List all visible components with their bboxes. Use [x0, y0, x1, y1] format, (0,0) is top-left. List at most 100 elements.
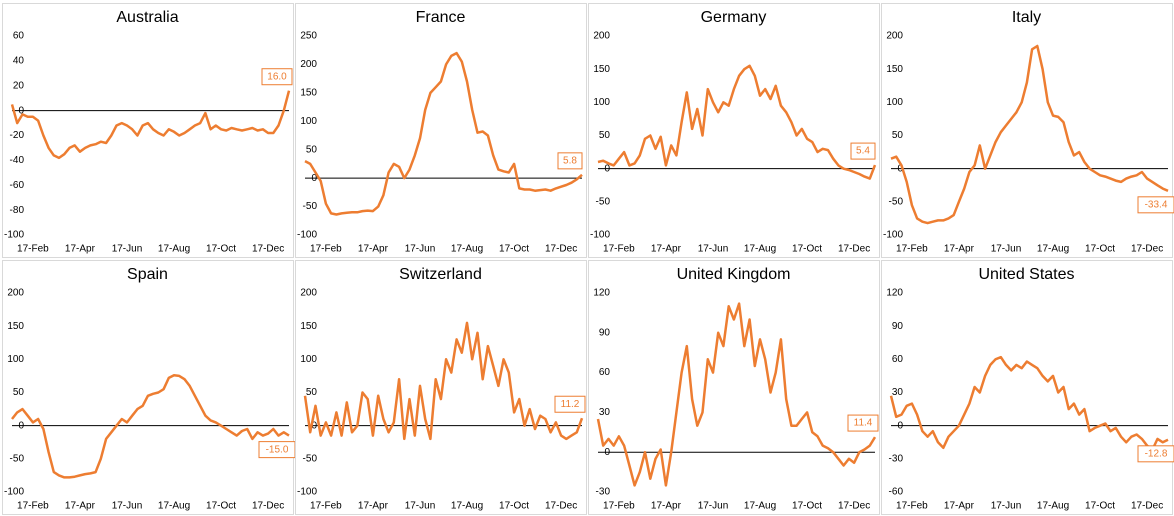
data-line — [890, 44, 1169, 225]
y-tick-label: -100 — [883, 230, 903, 241]
value-label-box — [847, 414, 879, 432]
panel-frame — [2, 3, 294, 258]
y-tick-label: -50 — [303, 453, 318, 464]
panel-title: Italy — [1012, 9, 1041, 26]
x-tick-label: 17-Jun — [991, 244, 1022, 255]
panel-frame — [881, 3, 1173, 258]
y-tick-label: -50 — [303, 201, 318, 212]
y-tick-label: 60 — [13, 31, 25, 42]
x-tick-label: 17-Feb — [17, 501, 49, 512]
x-tick-label: 17-Aug — [1037, 501, 1069, 512]
x-tick-label: 17-Aug — [1037, 244, 1069, 255]
panel-title: Switzerland — [399, 266, 482, 283]
y-tick-label: 60 — [599, 367, 611, 378]
panel-frame — [295, 3, 587, 258]
data-line — [889, 355, 1169, 452]
x-tick-label: 17-Aug — [451, 244, 483, 255]
y-tick-label: -100 — [4, 487, 24, 498]
y-tick-label: 90 — [892, 321, 904, 332]
y-tick-label: 50 — [306, 144, 318, 155]
x-tick-label: 17-Dec — [252, 244, 284, 255]
x-tick-label: 17-Dec — [252, 501, 284, 512]
panel-title: Australia — [116, 9, 178, 26]
x-tick-label: 17-Apr — [651, 244, 682, 255]
value-label: -15.0 — [266, 444, 289, 455]
x-tick-label: 17-Feb — [603, 244, 635, 255]
y-tick-label: -20 — [10, 130, 25, 141]
x-tick-label: 17-Dec — [838, 501, 870, 512]
value-label-box — [1137, 196, 1174, 214]
y-tick-label: 90 — [599, 327, 611, 338]
value-label: -12.8 — [1145, 448, 1168, 459]
value-label-box — [557, 152, 583, 170]
panel-title: Spain — [127, 266, 168, 283]
value-label-box — [1137, 445, 1174, 463]
y-tick-label: 200 — [300, 288, 317, 299]
x-tick-label: 17-Apr — [358, 244, 389, 255]
y-tick-label: 150 — [886, 64, 903, 75]
y-tick-label: -100 — [590, 230, 610, 241]
value-label: 11.2 — [561, 399, 580, 410]
x-tick-label: 17-Jun — [991, 501, 1022, 512]
x-tick-label: 17-Jun — [112, 244, 143, 255]
x-tick-label: 17-Oct — [792, 501, 822, 512]
x-tick-label: 17-Jun — [112, 501, 143, 512]
data-line — [10, 90, 291, 160]
x-tick-label: 17-Feb — [896, 244, 928, 255]
x-tick-label: 17-Oct — [1085, 244, 1115, 255]
y-tick-label: -60 — [10, 180, 25, 191]
panel-title: Germany — [701, 9, 767, 26]
x-tick-label: 17-Dec — [545, 501, 577, 512]
panel-frame — [881, 260, 1173, 515]
y-tick-label: -50 — [10, 453, 25, 464]
y-tick-label: 40 — [13, 56, 25, 67]
y-tick-label: 250 — [300, 31, 317, 42]
y-tick-label: 120 — [593, 288, 610, 299]
x-tick-label: 17-Oct — [499, 244, 529, 255]
x-tick-label: 17-Dec — [838, 244, 870, 255]
y-tick-label: -50 — [889, 196, 904, 207]
x-tick-label: 17-Apr — [944, 501, 975, 512]
y-tick-label: 50 — [306, 387, 318, 398]
y-tick-label: 50 — [599, 130, 611, 141]
panel-frame — [588, 260, 880, 515]
y-tick-label: -60 — [889, 487, 904, 498]
y-tick-label: 150 — [593, 64, 610, 75]
value-label-box — [261, 68, 293, 86]
x-tick-label: 17-Jun — [405, 501, 436, 512]
y-tick-label: -100 — [4, 230, 24, 241]
data-line — [596, 302, 877, 487]
y-tick-label: 50 — [13, 387, 25, 398]
x-tick-label: 17-Feb — [310, 244, 342, 255]
y-tick-label: 30 — [599, 407, 611, 418]
x-tick-label: 17-Feb — [310, 501, 342, 512]
y-tick-label: 100 — [886, 97, 903, 108]
x-tick-label: 17-Feb — [896, 501, 928, 512]
x-tick-label: 17-Oct — [1085, 501, 1115, 512]
panel-title: United Kingdom — [677, 266, 791, 283]
x-tick-label: 17-Oct — [792, 244, 822, 255]
value-label: 16.0 — [267, 71, 287, 82]
y-tick-label: 200 — [300, 59, 317, 70]
panel-title: France — [416, 9, 466, 26]
x-tick-label: 17-Apr — [944, 244, 975, 255]
y-tick-label: 100 — [300, 354, 317, 365]
x-tick-label: 17-Dec — [1131, 501, 1163, 512]
y-tick-label: 50 — [892, 130, 904, 141]
y-tick-label: 100 — [593, 97, 610, 108]
x-tick-label: 17-Aug — [158, 244, 190, 255]
y-tick-label: 100 — [300, 116, 317, 127]
y-tick-label: 150 — [300, 87, 317, 98]
value-label: 11.4 — [854, 418, 873, 429]
x-tick-label: 17-Aug — [451, 501, 483, 512]
x-tick-label: 17-Jun — [698, 501, 729, 512]
x-tick-label: 17-Aug — [744, 244, 776, 255]
x-tick-label: 17-Feb — [17, 244, 49, 255]
